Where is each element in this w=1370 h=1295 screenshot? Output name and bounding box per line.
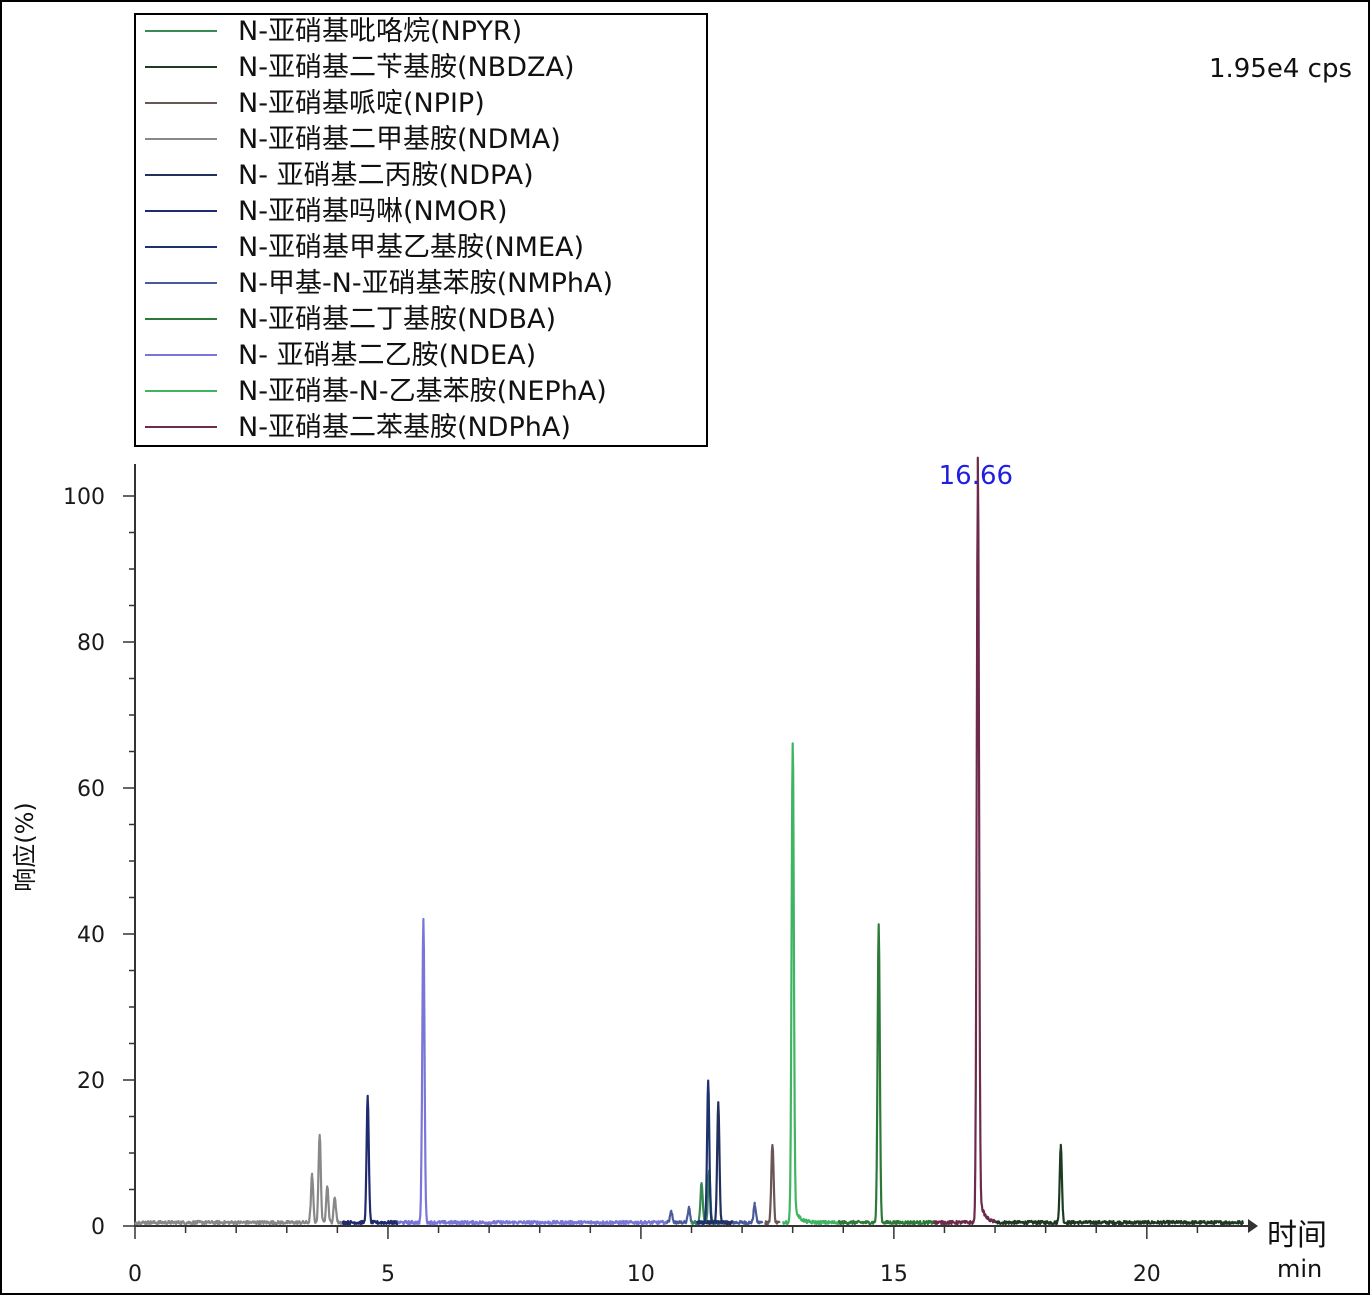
series-trace [993, 1143, 1244, 1226]
peak-apex-point [754, 1205, 755, 1206]
x-axis-label: 时间 [1267, 1218, 1327, 1253]
x-tick-label: 5 [381, 1262, 395, 1287]
series-trace [133, 1133, 349, 1226]
legend-entry-label: N-亚硝基哌啶(NPIP) [238, 88, 485, 119]
peak-apex-point [688, 1209, 689, 1210]
legend-entry-label: N-亚硝基二甲基胺(NDMA) [238, 124, 561, 155]
peak-apex-point [319, 1136, 320, 1137]
x-axis-arrow [1248, 1219, 1258, 1233]
legend-entry-label: N-亚硝基吗啉(NMOR) [238, 196, 508, 227]
series-trace [341, 1094, 399, 1226]
legend-entry-label: N-甲基-N-亚硝基苯胺(NMPhA) [238, 268, 613, 299]
legend-entry-label: N-亚硝基二丁基胺(NDBA) [238, 304, 556, 335]
series-trace [782, 742, 840, 1226]
y-tick-label: 0 [91, 1215, 105, 1240]
peak-apex-point [701, 1183, 702, 1184]
series-trace [933, 456, 996, 1226]
y-tick-label: 60 [77, 777, 105, 802]
scale-note: 1.95e4 cps [1209, 54, 1352, 84]
peak-apex-point [312, 1176, 313, 1177]
y-tick-label: 20 [77, 1069, 105, 1094]
legend-entry-label: N-亚硝基二苯基胺(NDPhA) [238, 412, 571, 443]
x-axis-unit: min [1277, 1255, 1322, 1283]
legend-box [134, 13, 708, 447]
legend-entry-label: N- 亚硝基二乙胺(NDEA) [238, 340, 536, 371]
y-tick-label: 80 [77, 631, 105, 656]
y-tick-label: 40 [77, 923, 105, 948]
legend-entry-label: N-亚硝基-N-乙基苯胺(NEPhA) [238, 376, 607, 407]
legend-entry-label: N-亚硝基吡咯烷(NPYR) [238, 16, 522, 47]
peak-apex-point [367, 1098, 368, 1099]
series-trace [397, 917, 668, 1226]
peak-apex-point [772, 1144, 773, 1145]
peak-apex-point [708, 1082, 709, 1083]
peak-apex-point [671, 1212, 672, 1213]
peak-apex-point [327, 1187, 328, 1188]
y-axis-label: 响应(%) [11, 802, 39, 892]
x-tick-label: 10 [627, 1262, 655, 1287]
x-tick-label: 15 [880, 1262, 908, 1287]
x-tick-label: 20 [1133, 1262, 1161, 1287]
series-trace [696, 1079, 723, 1226]
legend-entry-label: N-亚硝基甲基乙基胺(NMEA) [238, 232, 584, 263]
legend-entry-label: N- 亚硝基二丙胺(NDPA) [238, 160, 534, 191]
peak-apex-point [334, 1198, 335, 1199]
peak-apex-point [718, 1103, 719, 1104]
peak-apex-point [878, 926, 879, 927]
y-tick-label: 100 [63, 485, 105, 510]
peak-apex-point [792, 745, 793, 746]
peak-apex-point [1060, 1147, 1061, 1148]
x-tick-label: 0 [128, 1262, 142, 1287]
series-trace [764, 1143, 781, 1226]
series-trace [837, 923, 936, 1226]
peak-annotation: 16.66 [939, 461, 1013, 491]
peak-apex-point [423, 920, 424, 921]
peak-apex-point [977, 493, 978, 494]
legend-entry-label: N-亚硝基二苄基胺(NBDZA) [238, 52, 575, 83]
